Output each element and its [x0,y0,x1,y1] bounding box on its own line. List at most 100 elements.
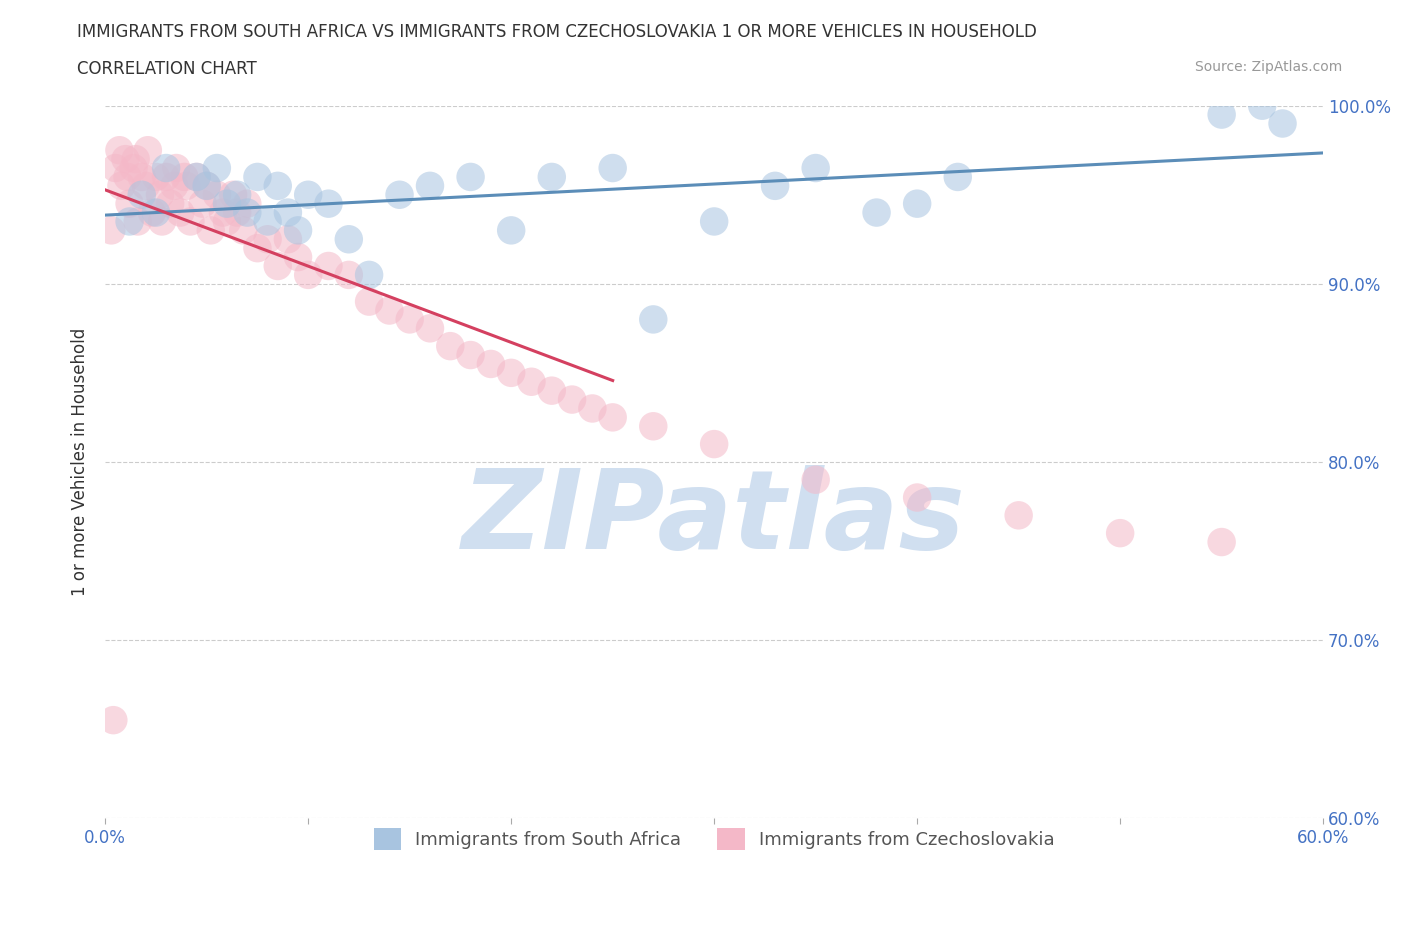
Point [287,223,309,238]
Point [763,179,786,193]
Point [122,161,145,176]
Point [200,223,222,238]
Point [110,179,132,193]
Point [1211,535,1233,550]
Point [297,187,319,202]
Point [195,179,218,193]
Point [287,249,309,264]
Point [100,223,122,238]
Point [267,259,290,273]
Point [246,241,269,256]
Point [108,143,131,158]
Point [236,206,259,220]
Point [149,187,172,202]
Point [215,196,238,211]
Point [479,356,502,371]
Point [267,179,290,193]
Point [318,196,340,211]
Point [643,418,665,433]
Point [165,161,187,176]
Point [501,223,523,238]
Point [540,383,562,398]
Point [1251,99,1274,113]
Text: CORRELATION CHART: CORRELATION CHART [77,60,257,78]
Point [135,179,157,193]
Point [104,161,127,176]
Point [205,161,228,176]
Point [1271,116,1294,131]
Point [159,196,181,211]
Point [145,206,167,220]
Point [195,179,218,193]
Y-axis label: 1 or more Vehicles in Household: 1 or more Vehicles in Household [72,327,89,596]
Point [1211,107,1233,122]
Point [131,169,153,184]
Point [191,196,214,211]
Point [905,196,928,211]
Point [277,232,299,246]
Point [804,472,827,487]
Point [318,259,340,273]
Point [205,187,228,202]
Point [602,161,624,176]
Point [131,187,153,202]
Point [460,169,482,184]
Text: Source: ZipAtlas.com: Source: ZipAtlas.com [1195,60,1343,74]
Point [226,206,249,220]
Point [118,196,141,211]
Point [150,214,173,229]
Point [337,232,360,246]
Point [118,214,141,229]
Point [460,348,482,363]
Point [103,712,125,727]
Point [173,169,195,184]
Point [256,214,278,229]
Point [176,179,198,193]
Point [946,169,969,184]
Point [169,206,191,220]
Point [540,169,562,184]
Point [297,268,319,283]
Point [155,169,177,184]
Point [581,401,603,416]
Point [155,161,177,176]
Point [1109,525,1132,540]
Point [186,169,208,184]
Point [246,169,269,184]
Point [226,187,249,202]
Point [215,214,238,229]
Point [337,268,360,283]
Text: IMMIGRANTS FROM SOUTH AFRICA VS IMMIGRANTS FROM CZECHOSLOVAKIA 1 OR MORE VEHICLE: IMMIGRANTS FROM SOUTH AFRICA VS IMMIGRAN… [77,23,1038,41]
Point [643,312,665,326]
Point [439,339,461,353]
Text: ZIPatlas: ZIPatlas [463,465,966,572]
Point [222,187,245,202]
Point [117,169,139,184]
Point [186,169,208,184]
Point [232,223,254,238]
Point [136,143,159,158]
Point [179,214,201,229]
Point [561,392,583,407]
Point [236,196,259,211]
Point [703,437,725,452]
Point [419,321,441,336]
Point [703,214,725,229]
Point [124,152,146,166]
Point [141,206,163,220]
Point [520,374,543,389]
Point [398,312,420,326]
Point [145,169,167,184]
Point [378,303,401,318]
Point [359,268,381,283]
Point [1008,508,1031,523]
Point [163,179,186,193]
Point [865,206,887,220]
Point [419,179,441,193]
Point [905,490,928,505]
Point [804,161,827,176]
Point [359,294,381,309]
Point [256,232,278,246]
Point [602,410,624,425]
Point [127,214,149,229]
